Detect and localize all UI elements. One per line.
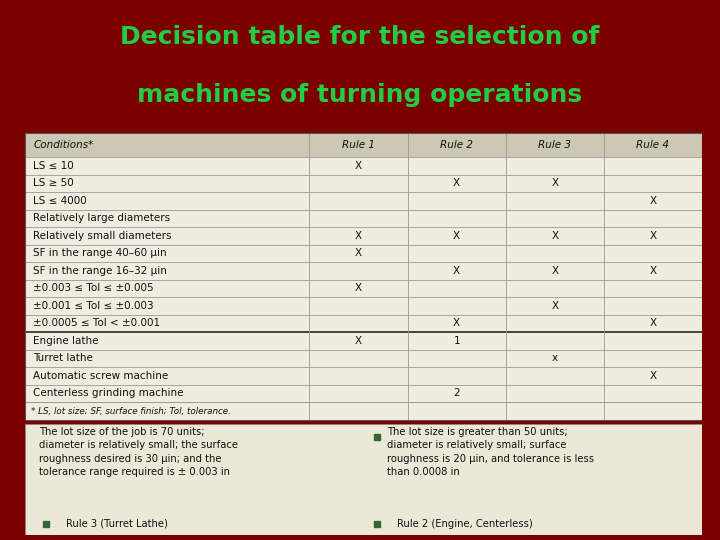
Text: X: X (453, 318, 460, 328)
Bar (25, 384, 702, 402)
Text: x: x (552, 353, 558, 363)
Text: LS ≤ 10: LS ≤ 10 (33, 161, 74, 171)
Bar (25, 280, 702, 297)
Text: Turret lathe: Turret lathe (33, 353, 93, 363)
Text: Relatively small diameters: Relatively small diameters (33, 231, 172, 241)
Text: The lot size of the job is 70 units;
diameter is relatively small; the surface
r: The lot size of the job is 70 units; dia… (39, 427, 238, 477)
Text: Rule 3: Rule 3 (539, 140, 571, 150)
Text: LS ≤ 4000: LS ≤ 4000 (33, 196, 87, 206)
Text: X: X (453, 178, 460, 188)
Bar (25, 297, 702, 315)
Bar (25, 332, 702, 349)
Text: Rule 2 (Engine, Centerless): Rule 2 (Engine, Centerless) (397, 518, 534, 529)
Text: X: X (552, 301, 558, 311)
Bar (25, 192, 702, 210)
Text: Decision table for the selection of: Decision table for the selection of (120, 25, 600, 49)
Text: SF in the range 40–60 μin: SF in the range 40–60 μin (33, 248, 167, 258)
Text: X: X (649, 266, 657, 276)
Bar (25, 133, 702, 157)
Text: X: X (649, 231, 657, 241)
Text: Rule 3 (Turret Lathe): Rule 3 (Turret Lathe) (66, 518, 168, 529)
Text: X: X (355, 284, 362, 293)
Bar (25, 402, 702, 420)
Text: ±0.003 ≤ Tol ≤ ±0.005: ±0.003 ≤ Tol ≤ ±0.005 (33, 284, 154, 293)
Text: 1: 1 (454, 336, 460, 346)
Text: X: X (552, 231, 558, 241)
Text: X: X (649, 318, 657, 328)
Text: Centerless grinding machine: Centerless grinding machine (33, 388, 184, 399)
Bar (25, 157, 702, 174)
Bar (25, 262, 702, 280)
Text: X: X (552, 266, 558, 276)
Bar (25, 174, 702, 192)
Text: machines of turning operations: machines of turning operations (138, 83, 582, 107)
Text: The lot size is greater than 50 units;
diameter is relatively small; surface
rou: The lot size is greater than 50 units; d… (387, 427, 594, 477)
Text: ±0.001 ≤ Tol ≤ ±0.003: ±0.001 ≤ Tol ≤ ±0.003 (33, 301, 154, 311)
Text: X: X (355, 231, 362, 241)
Text: Relatively large diameters: Relatively large diameters (33, 213, 171, 224)
Text: Rule 1: Rule 1 (342, 140, 375, 150)
Bar (25, 210, 702, 227)
Bar (25, 245, 702, 262)
Text: ±0.0005 ≤ Tol < ±0.001: ±0.0005 ≤ Tol < ±0.001 (33, 318, 161, 328)
Bar (25, 349, 702, 367)
Text: Rule 2: Rule 2 (440, 140, 473, 150)
Bar (25, 315, 702, 332)
Text: X: X (355, 161, 362, 171)
Bar (25, 367, 702, 384)
Text: X: X (649, 371, 657, 381)
Text: Engine lathe: Engine lathe (33, 336, 99, 346)
Text: SF in the range 16–32 μin: SF in the range 16–32 μin (33, 266, 167, 276)
Text: X: X (355, 336, 362, 346)
Text: Rule 4: Rule 4 (636, 140, 670, 150)
Text: X: X (552, 178, 558, 188)
Text: Automatic screw machine: Automatic screw machine (33, 371, 168, 381)
Text: LS ≥ 50: LS ≥ 50 (33, 178, 74, 188)
Text: 2: 2 (454, 388, 460, 399)
Text: X: X (355, 248, 362, 258)
Text: Conditions*: Conditions* (33, 140, 94, 150)
Text: X: X (453, 266, 460, 276)
Text: * LS, lot size; SF, surface finish; Tol, tolerance.: * LS, lot size; SF, surface finish; Tol,… (31, 407, 230, 416)
Bar (25, 227, 702, 245)
Text: X: X (453, 231, 460, 241)
Text: X: X (649, 196, 657, 206)
